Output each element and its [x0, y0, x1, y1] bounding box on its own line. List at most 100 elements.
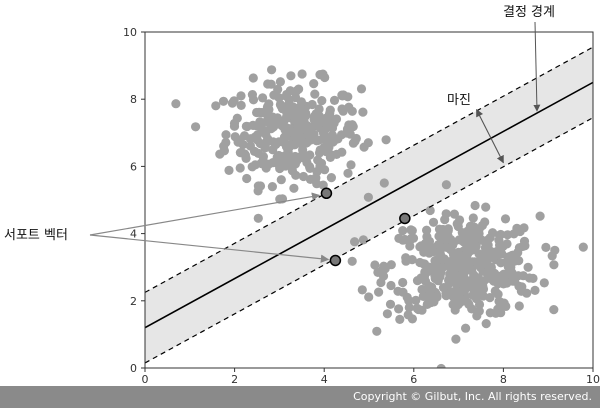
cluster-1-point: [284, 124, 295, 134]
cluster-1-point: [320, 72, 330, 83]
cluster-2-point: [509, 256, 519, 266]
cluster-2-point: [514, 243, 525, 253]
cluster-1-point: [245, 141, 255, 151]
cluster-2-point: [535, 211, 545, 221]
cluster-2-point: [541, 242, 551, 252]
cluster-2-point: [398, 277, 408, 288]
cluster-1-point: [267, 65, 277, 75]
cluster-2-point: [458, 263, 468, 273]
support-vector-arrow-lower: [89, 234, 330, 263]
x-tick-label: 4: [321, 373, 328, 386]
cluster-1-point: [290, 115, 300, 125]
cluster-2-point: [549, 305, 559, 315]
cluster-1-point: [299, 106, 310, 116]
cluster-2-point: [372, 326, 382, 336]
cluster-1-point: [358, 107, 368, 117]
cluster-1-point: [252, 130, 263, 140]
cluster-2-point: [472, 291, 483, 301]
cluster-2-point: [427, 282, 437, 292]
copyright-text: Copyright © Gilbut, Inc. All rights rese…: [353, 390, 592, 403]
support-vector-point: [320, 187, 333, 200]
cluster-2-point: [407, 226, 417, 236]
cluster-2-point: [425, 205, 435, 216]
cluster-2-point: [393, 286, 403, 296]
decision-boundary-line: [145, 81, 593, 329]
cluster-2-point: [407, 255, 417, 265]
cluster-2-point: [481, 241, 491, 251]
cluster-2-point: [449, 293, 460, 303]
cluster-2-point: [502, 278, 512, 288]
x-tick-label: 0: [142, 373, 149, 386]
cluster-2-point: [463, 298, 473, 308]
margin-label: 마진: [447, 93, 471, 108]
cluster-1-point: [264, 99, 274, 109]
cluster-2-point: [516, 286, 527, 296]
cluster-1-point: [221, 130, 231, 140]
copyright-footer: Copyright © Gilbut, Inc. All rights rese…: [0, 386, 600, 408]
cluster-1-point: [337, 90, 347, 100]
support-vector-point: [329, 254, 342, 267]
cluster-1-point: [218, 96, 229, 106]
cluster-2-point: [461, 323, 471, 333]
cluster-1-point: [248, 73, 258, 83]
cluster-1-point: [292, 125, 302, 136]
cluster-1-point: [333, 134, 343, 144]
cluster-1-point: [234, 135, 244, 145]
cluster-2-point: [441, 242, 451, 252]
cluster-2-point: [382, 309, 392, 319]
cluster-1-point: [312, 136, 322, 146]
cluster-2-point: [495, 241, 506, 251]
cluster-1-point: [236, 91, 246, 101]
cluster-1-point: [319, 142, 329, 152]
y-tick-label: 4: [130, 228, 137, 241]
cluster-2-point: [452, 279, 462, 290]
y-tick-label: 0: [130, 362, 137, 375]
cluster-2-point: [357, 285, 367, 295]
cluster-1-point: [326, 173, 336, 183]
cluster-1-point: [171, 99, 181, 109]
cluster-2-point: [480, 217, 490, 227]
cluster-1-point: [253, 213, 263, 223]
cluster-1-point: [297, 69, 307, 79]
cluster-1-point: [236, 100, 246, 110]
cluster-2-point: [549, 260, 559, 270]
cluster-2-point: [578, 242, 588, 252]
cluster-1-point: [350, 136, 360, 146]
cluster-1-point: [347, 106, 357, 116]
cluster-2-point: [464, 279, 474, 289]
cluster-1-point: [318, 180, 328, 190]
cluster-2-point: [415, 257, 425, 268]
cluster-1-point: [356, 84, 367, 94]
cluster-2-point: [481, 202, 491, 212]
cluster-1-point: [381, 135, 391, 145]
cluster-2-point: [370, 260, 380, 270]
cluster-2-point: [459, 286, 470, 296]
cluster-2-point: [472, 311, 482, 321]
cluster-1-point: [229, 96, 239, 106]
cluster-1-point: [290, 159, 300, 169]
cluster-1-point: [289, 183, 299, 193]
cluster-2-point: [496, 258, 506, 268]
cluster-1-point: [274, 137, 284, 147]
cluster-2-point: [422, 225, 432, 235]
cluster-1-point: [248, 95, 259, 105]
cluster-1-point: [309, 79, 319, 89]
cluster-2-point: [403, 310, 413, 320]
cluster-2-point: [547, 251, 557, 261]
cluster-2-point: [485, 308, 495, 318]
cluster-2-point: [481, 319, 491, 329]
cluster-1-point: [211, 101, 221, 111]
cluster-1-point: [275, 77, 285, 87]
cluster-1-point: [307, 99, 317, 110]
cluster-2-point: [405, 236, 415, 246]
cluster-1-point: [286, 71, 296, 81]
support-vector-label: 서포트 벡터: [4, 228, 68, 243]
cluster-1-point: [258, 93, 268, 103]
x-tick-label: 2: [231, 373, 238, 386]
y-tick-label: 10: [123, 26, 137, 39]
cluster-2-point: [506, 265, 516, 275]
cluster-1-point: [319, 117, 329, 127]
cluster-2-point: [418, 291, 428, 301]
cluster-1-point: [329, 95, 340, 105]
